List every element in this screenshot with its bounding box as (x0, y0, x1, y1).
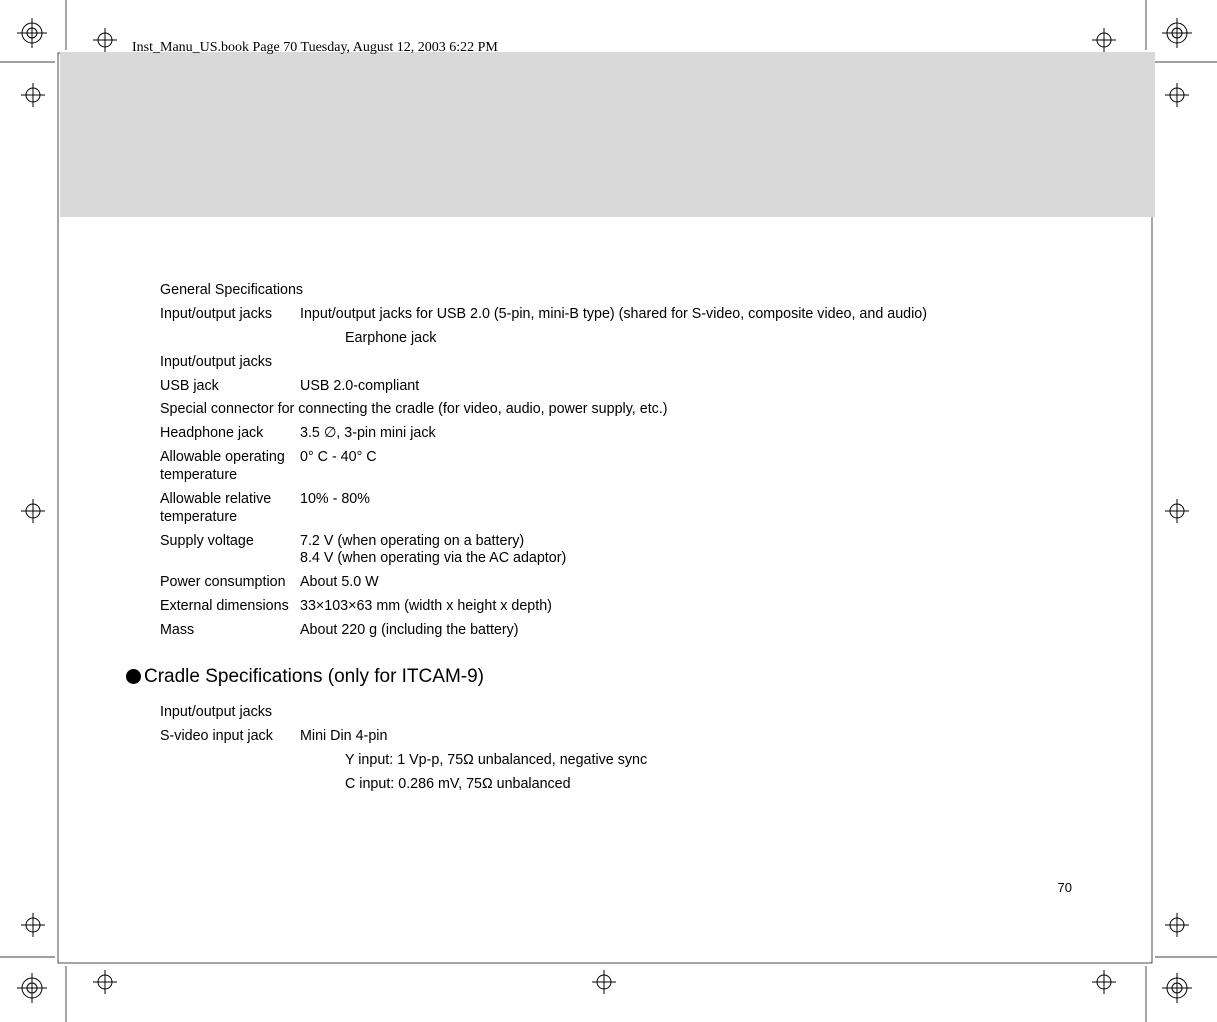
spec-row: Earphone jack (160, 330, 1090, 348)
spec-row: Power consumptionAbout 5.0 W (160, 574, 1090, 592)
page-number: 70 (1058, 880, 1072, 895)
spec-label: Allowable relative temperature (160, 491, 300, 527)
spec-label: Allowable operating temperature (160, 449, 300, 485)
spec-label: Power consumption (160, 574, 300, 592)
spec-row: S-video input jackMini Din 4-pin (160, 728, 1090, 746)
spec-value: Input/output jacks for USB 2.0 (5-pin, m… (300, 306, 1090, 324)
cradle-title: Cradle Specifications (only for ITCAM-9) (144, 666, 484, 688)
spec-label: USB jack (160, 378, 300, 396)
spec-label: Headphone jack (160, 425, 300, 443)
spec-content: General Specifications Input/output jack… (160, 282, 1090, 799)
cradle-subtitle: Input/output jacks (160, 704, 1090, 720)
spec-row: Allowable relative temperature10% - 80% (160, 491, 1090, 527)
spec-row: External dimensions33×103×63 mm (width x… (160, 598, 1090, 616)
spec-label: Input/output jacks (160, 354, 300, 372)
header-band (60, 52, 1155, 217)
spec-row: Supply voltage7.2 V (when operating on a… (160, 533, 1090, 569)
spec-value: 10% - 80% (300, 491, 1090, 527)
spec-row: USB jackUSB 2.0-compliant (160, 378, 1090, 396)
spec-row: Headphone jack3.5 ∅, 3-pin mini jack (160, 425, 1090, 443)
spec-label: Mass (160, 622, 300, 640)
spec-full-line: Special connector for connecting the cra… (160, 401, 668, 419)
spec-row: Y input: 1 Vp-p, 75Ω unbalanced, negativ… (160, 752, 1090, 770)
spec-row: Input/output jacks (160, 354, 1090, 372)
spec-value: 0° C - 40° C (300, 449, 1090, 485)
spec-row: Allowable operating temperature0° C - 40… (160, 449, 1090, 485)
spec-value: About 220 g (including the battery) (300, 622, 1090, 640)
spec-label: S-video input jack (160, 728, 300, 746)
spec-label: Input/output jacks (160, 306, 300, 324)
spec-value: Mini Din 4-pin (300, 728, 1090, 746)
spec-value: 3.5 ∅, 3-pin mini jack (300, 425, 1090, 443)
spec-value: 7.2 V (when operating on a battery) 8.4 … (300, 533, 1090, 569)
spec-value (300, 354, 1090, 372)
spec-value: USB 2.0-compliant (300, 378, 1090, 396)
general-title: General Specifications (160, 282, 1090, 298)
spec-label (160, 776, 300, 794)
bullet-icon (126, 669, 141, 684)
spec-value: About 5.0 W (300, 574, 1090, 592)
spec-label (160, 752, 300, 770)
spec-label: External dimensions (160, 598, 300, 616)
spec-value: 33×103×63 mm (width x height x depth) (300, 598, 1090, 616)
spec-label: Supply voltage (160, 533, 300, 569)
spec-row: Special connector for connecting the cra… (160, 401, 1090, 419)
spec-row: MassAbout 220 g (including the battery) (160, 622, 1090, 640)
cradle-heading: Cradle Specifications (only for ITCAM-9) (126, 666, 1090, 688)
spec-row: Input/output jacksInput/output jacks for… (160, 306, 1090, 324)
spec-label (160, 330, 300, 348)
spec-row: C input: 0.286 mV, 75Ω unbalanced (160, 776, 1090, 794)
spec-value: Y input: 1 Vp-p, 75Ω unbalanced, negativ… (300, 752, 1090, 770)
book-header: Inst_Manu_US.book Page 70 Tuesday, Augus… (132, 40, 498, 56)
spec-value: Earphone jack (300, 330, 1090, 348)
spec-value: C input: 0.286 mV, 75Ω unbalanced (300, 776, 1090, 794)
